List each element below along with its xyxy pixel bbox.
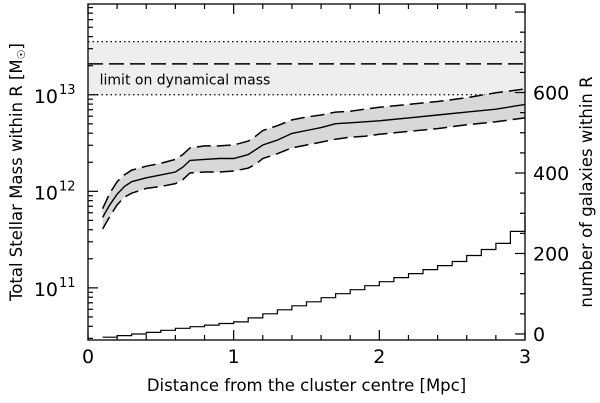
dynamical-mass-label: limit on dynamical mass [100, 72, 271, 88]
galaxy-count-step-line [102, 217, 526, 338]
left-y-axis-title-close: ] [7, 43, 26, 49]
y-left-tick-label-exponent: 11 [59, 276, 76, 291]
y-left-tick-label-exponent: 13 [59, 83, 76, 98]
plot-frame [87, 3, 526, 341]
x-tick-label: 2 [373, 346, 385, 368]
axis-ticks [87, 4, 526, 340]
stellar-mass-median-line [101, 103, 526, 218]
left-y-axis-title-main: Total Stellar Mass within R [M [7, 59, 26, 302]
stellar-mass-upper-dashed-line [101, 88, 526, 210]
y-left-tick-label-base: 10 [34, 86, 58, 108]
y-right-tick-label: 0 [533, 324, 545, 346]
y-right-tick-label: 200 [533, 243, 569, 265]
y-right-tick-label: 600 [533, 83, 569, 105]
y-left-tick-label-exponent: 12 [59, 179, 76, 194]
x-tick-label: 0 [82, 346, 94, 368]
dynamical-mass-band [88, 41, 525, 95]
stellar-mass-uncertainty-band [102, 89, 525, 229]
left-y-axis-title: Total Stellar Mass within R [M☉] [7, 43, 28, 302]
right-y-axis-title: number of galaxies within R [577, 76, 596, 307]
y-left-tick-label-base: 10 [34, 182, 58, 204]
x-axis-title: Distance from the cluster centre [Mpc] [147, 376, 466, 395]
y-left-tick-label-base: 10 [34, 279, 58, 301]
x-tick-label: 1 [228, 346, 240, 368]
y-right-tick-label: 400 [533, 163, 569, 185]
sun-symbol: ☉ [15, 49, 28, 59]
x-tick-label: 3 [519, 346, 531, 368]
